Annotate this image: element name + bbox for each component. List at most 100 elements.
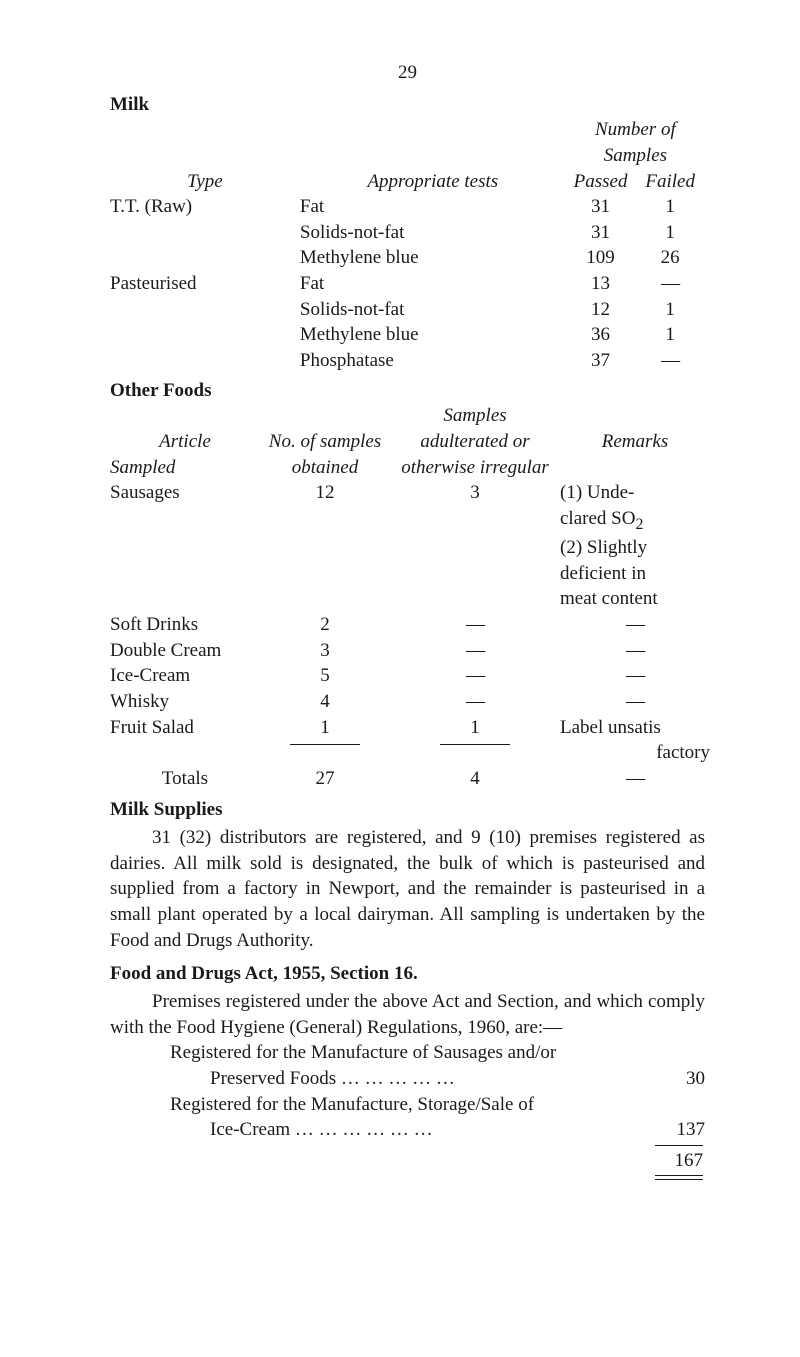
of-samples-cell: 4 xyxy=(260,689,390,715)
milk-test-cell: Methylene blue xyxy=(300,322,566,348)
of-col-article-line2: Sampled xyxy=(110,455,260,481)
table-row: Solids-not-fat121 xyxy=(110,297,705,323)
table-row: PasteurisedFat13— xyxy=(110,271,705,297)
fd-line2b: Ice-Cream … … … … … … xyxy=(210,1117,655,1143)
rule-line xyxy=(655,1145,703,1146)
milk-failed-cell: 1 xyxy=(635,322,705,348)
milk-test-cell: Fat xyxy=(300,194,566,220)
milk-test-cell: Phosphatase xyxy=(300,348,566,374)
of-remarks-cell: — xyxy=(560,689,710,715)
of-col-article-line1: Article xyxy=(110,429,260,455)
milk-passed-cell: 36 xyxy=(566,322,636,348)
milk-table: Number of Samples Type Appropriate tests… xyxy=(110,117,705,373)
milk-passed-cell: 109 xyxy=(566,245,636,271)
of-remarks-cell: — xyxy=(560,612,710,638)
of-samples-cell: 12 xyxy=(260,480,390,612)
fd-line2a: Registered for the Manufacture, Storage/… xyxy=(170,1092,655,1118)
fd-total: 167 xyxy=(653,1148,703,1174)
of-totals-remarks: — xyxy=(560,766,710,792)
food-drugs-intro: Premises registered under the above Act … xyxy=(110,989,705,1040)
of-totals-samples: 27 xyxy=(260,766,390,792)
fd-empty xyxy=(655,1040,705,1066)
milk-col-passed: Passed xyxy=(566,169,636,195)
milk-passed-cell: 13 xyxy=(566,271,636,297)
milk-failed-cell: 1 xyxy=(635,220,705,246)
fd-val2: 137 xyxy=(655,1117,705,1143)
milk-test-cell: Solids-not-fat xyxy=(300,220,566,246)
milk-failed-cell: 26 xyxy=(635,245,705,271)
milk-col-tests: Appropriate tests xyxy=(300,169,566,195)
other-foods-table: Samples Article No. of samples adulterat… xyxy=(110,403,710,791)
rule-line xyxy=(440,744,510,745)
fd-line1b: Preserved Foods … … … … … xyxy=(210,1066,655,1092)
milk-passed-cell: 12 xyxy=(566,297,636,323)
of-adult-cell: — xyxy=(390,663,560,689)
of-totals-adult: 4 xyxy=(390,766,560,792)
milk-failed-cell: — xyxy=(635,348,705,374)
of-samples-cell: 3 xyxy=(260,638,390,664)
milk-passed-cell: 37 xyxy=(566,348,636,374)
milk-col-type: Type xyxy=(110,169,300,195)
of-samples-cell: 1 xyxy=(260,715,390,741)
of-col-samples-line1: No. of samples xyxy=(260,429,390,455)
milk-test-cell: Fat xyxy=(300,271,566,297)
fd-val1: 30 xyxy=(655,1066,705,1092)
of-totals-label: Totals xyxy=(110,766,260,792)
remarks-text: (1) Unde-clared SO2(2) Slightlydeficient… xyxy=(560,482,658,609)
table-row: Solids-not-fat311 xyxy=(110,220,705,246)
remarks-text: factory xyxy=(560,740,710,766)
of-col-adult-line2: adulterated or xyxy=(390,429,560,455)
of-adult-cell: — xyxy=(390,689,560,715)
milk-heading: Milk xyxy=(110,92,705,118)
milk-failed-cell: 1 xyxy=(635,297,705,323)
of-adult-cell: 3 xyxy=(390,480,560,612)
milk-type-cell: Pasteurised xyxy=(110,271,300,297)
of-remarks-cell: — xyxy=(560,663,710,689)
milk-test-cell: Solids-not-fat xyxy=(300,297,566,323)
of-article-cell: Double Cream xyxy=(110,638,260,664)
page-number: 29 xyxy=(110,60,705,86)
milk-passed-cell: 31 xyxy=(566,220,636,246)
table-row: Ice-Cream5—— xyxy=(110,663,710,689)
fd-empty xyxy=(170,1148,653,1174)
of-article-cell: Sausages xyxy=(110,480,260,612)
food-drugs-list: Registered for the Manufacture of Sausag… xyxy=(170,1040,705,1180)
table-row: Methylene blue361 xyxy=(110,322,705,348)
remarks-text: Label unsatis xyxy=(560,717,661,738)
table-row: Methylene blue10926 xyxy=(110,245,705,271)
of-remarks-cell: — xyxy=(560,638,710,664)
milk-type-cell xyxy=(110,297,300,323)
milk-failed-cell: — xyxy=(635,271,705,297)
of-samples-cell: 5 xyxy=(260,663,390,689)
of-remarks-cell: Label unsatis xyxy=(560,715,710,741)
of-article-cell: Ice-Cream xyxy=(110,663,260,689)
of-article-cell: Fruit Salad xyxy=(110,715,260,741)
milk-col-failed: Failed xyxy=(635,169,705,195)
milk-failed-cell: 1 xyxy=(635,194,705,220)
table-row: Soft Drinks2—— xyxy=(110,612,710,638)
milk-type-cell xyxy=(110,348,300,374)
of-col-adult-line3: otherwise irregular xyxy=(390,455,560,481)
table-row: Phosphatase37— xyxy=(110,348,705,374)
fd-line1a: Registered for the Manufacture of Sausag… xyxy=(170,1040,655,1066)
of-col-samples-line2: obtained xyxy=(260,455,390,481)
table-row: Whisky4—— xyxy=(110,689,710,715)
double-rule xyxy=(655,1175,703,1180)
milk-samples-header: Number of Samples xyxy=(566,117,705,168)
of-adult-cell: 1 xyxy=(390,715,560,741)
milk-type-cell xyxy=(110,245,300,271)
fd-empty xyxy=(655,1092,705,1118)
table-row: Sausages 12 3 (1) Unde-clared SO2(2) Sli… xyxy=(110,480,710,612)
of-article-cell: Whisky xyxy=(110,689,260,715)
of-remarks-cell: (1) Unde-clared SO2(2) Slightlydeficient… xyxy=(560,480,710,612)
of-col-remarks: Remarks xyxy=(560,429,710,455)
milk-supplies-heading: Milk Supplies xyxy=(110,797,705,823)
totals-row: Totals 27 4 — xyxy=(110,766,710,792)
rule-line xyxy=(290,744,360,745)
other-foods-heading: Other Foods xyxy=(110,378,705,404)
milk-test-cell: Methylene blue xyxy=(300,245,566,271)
of-adult-cell: — xyxy=(390,638,560,664)
table-row: Double Cream3—— xyxy=(110,638,710,664)
of-adult-cell: — xyxy=(390,612,560,638)
of-samples-cell: 2 xyxy=(260,612,390,638)
